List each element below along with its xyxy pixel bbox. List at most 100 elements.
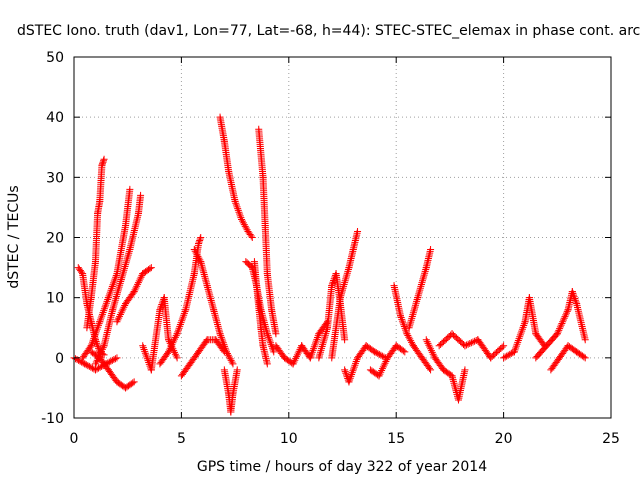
data-point (220, 348, 228, 356)
data-point (562, 311, 570, 319)
data-point (424, 339, 432, 347)
data-point (410, 307, 418, 315)
data-point (108, 356, 116, 364)
data-point (372, 349, 380, 357)
data-point (234, 206, 242, 214)
y-tick-label: 10 (46, 291, 64, 307)
data-point (413, 297, 421, 305)
data-point (377, 368, 385, 376)
data-point (321, 331, 329, 339)
data-point (414, 292, 422, 300)
data-point (315, 354, 323, 362)
data-point (113, 291, 121, 299)
data-point (291, 356, 299, 364)
data-point (263, 360, 271, 368)
data-point (469, 338, 477, 346)
data-point (248, 234, 256, 241)
data-point (216, 330, 224, 338)
data-point (195, 240, 203, 248)
x-tick-label: 0 (70, 431, 79, 447)
data-point (553, 330, 561, 338)
data-point (171, 350, 179, 358)
data-point (114, 316, 122, 324)
data-point (228, 358, 236, 366)
data-point (330, 276, 338, 284)
data-point (264, 332, 272, 340)
data-point (171, 348, 179, 356)
data-arc (91, 191, 145, 368)
data-point (233, 366, 241, 374)
data-point (231, 197, 239, 205)
data-arc (435, 330, 508, 362)
data-point (93, 341, 101, 349)
data-point (342, 273, 350, 281)
data-point (95, 344, 103, 352)
data-point (402, 328, 410, 336)
data-point (570, 291, 578, 299)
data-point (343, 271, 351, 279)
data-point (121, 262, 129, 270)
data-point (120, 264, 128, 272)
data-point (407, 316, 415, 324)
data-point (219, 346, 227, 354)
data-point (504, 351, 512, 359)
y-tick-label: 50 (46, 50, 64, 66)
data-point (466, 340, 474, 348)
data-point (376, 370, 384, 378)
data-point (217, 332, 225, 340)
data-point (115, 283, 123, 291)
data-point (556, 325, 564, 333)
data-point (557, 321, 565, 329)
data-point (101, 361, 109, 369)
data-point (100, 155, 108, 163)
data-point (498, 343, 506, 351)
data-point (85, 362, 93, 370)
data-arc (220, 366, 241, 416)
data-point (113, 318, 121, 326)
chart-title: dSTEC Iono. truth (dav1, Lon=77, Lat=-68… (17, 23, 640, 39)
data-point (112, 293, 120, 301)
data-point (317, 346, 325, 354)
data-arc (500, 294, 548, 362)
data-point (110, 300, 118, 308)
data-point (233, 203, 241, 211)
data-point (268, 342, 276, 350)
data-point (422, 265, 430, 273)
data-point (374, 350, 382, 358)
data-point (340, 281, 348, 289)
data-arc (405, 246, 435, 332)
data-point (132, 284, 140, 292)
data-point (507, 350, 515, 358)
data-point (111, 355, 119, 363)
data-point (72, 355, 80, 363)
data-point (378, 365, 386, 373)
data-point (247, 232, 255, 240)
data-point (109, 306, 117, 314)
x-tick-label: 25 (602, 431, 620, 447)
data-point (429, 350, 437, 358)
data-point (329, 278, 337, 286)
data-point (290, 358, 298, 366)
data-point (344, 267, 352, 275)
data-point (236, 212, 244, 220)
data-point (269, 346, 277, 354)
data-point (73, 356, 81, 364)
data-point (414, 294, 422, 302)
data-point (380, 361, 388, 369)
data-point (500, 354, 508, 362)
data-point (88, 364, 96, 372)
data-arc (255, 125, 280, 338)
data-point (425, 341, 433, 349)
data-point (130, 288, 138, 296)
data-point (136, 275, 144, 283)
data-point (382, 357, 390, 365)
data-point (289, 360, 297, 368)
data-point (427, 366, 435, 374)
data-point (131, 286, 139, 294)
data-point (293, 351, 301, 359)
data-arc (341, 342, 389, 386)
data-point (99, 362, 107, 370)
data-point (381, 359, 389, 367)
data-point (293, 353, 301, 361)
